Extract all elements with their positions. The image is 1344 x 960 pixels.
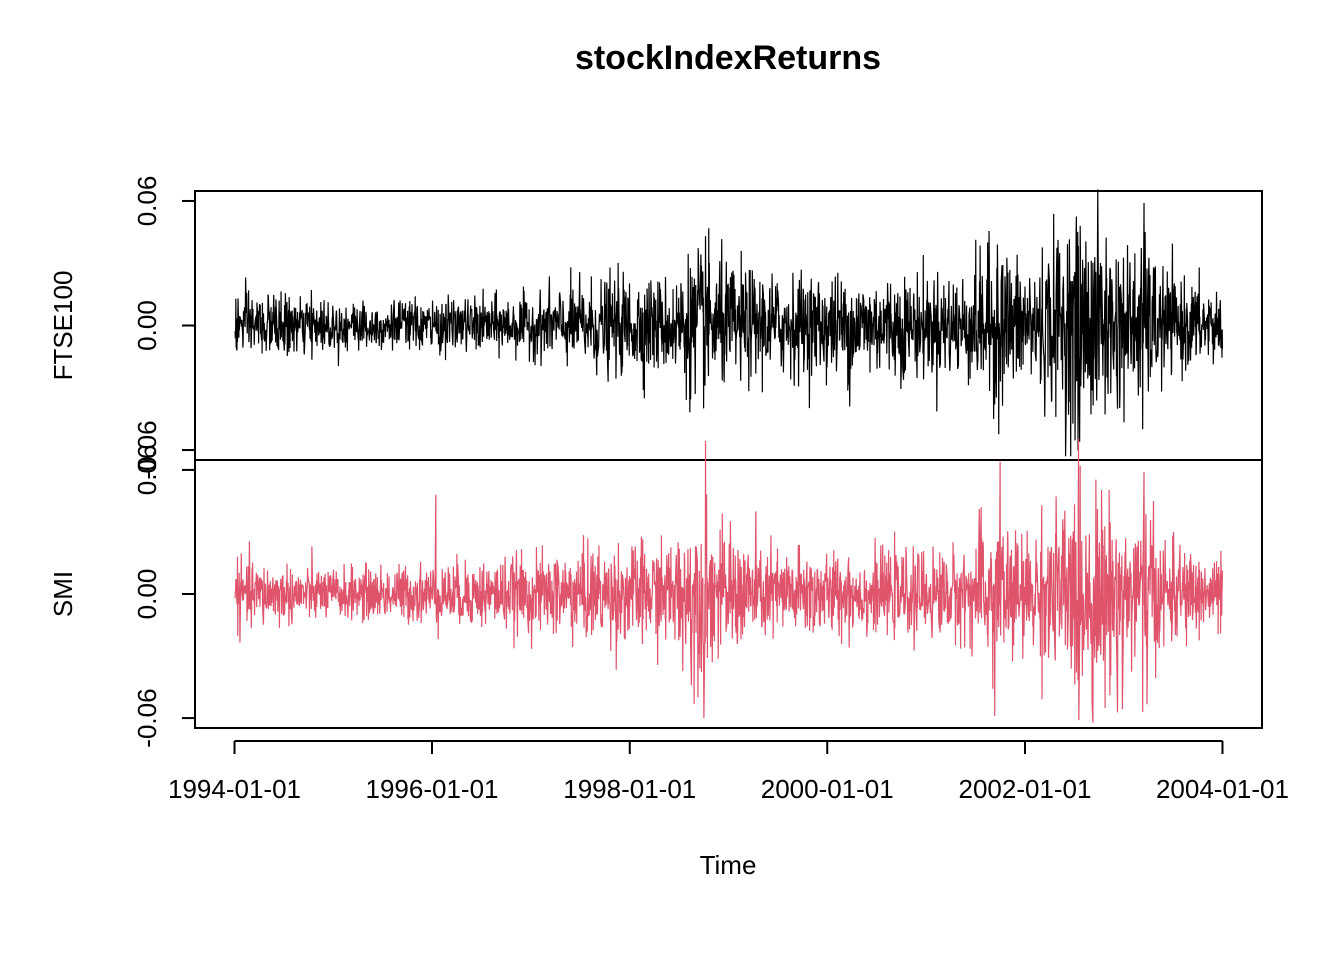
x-tick-label: 1998-01-01 <box>563 774 696 804</box>
y-tick-label-ftse100: 0.00 <box>132 300 162 351</box>
x-axis-label: Time <box>700 850 757 880</box>
y-tick-label-smi: 0.06 <box>132 445 162 496</box>
x-tick-label: 1994-01-01 <box>168 774 301 804</box>
panel-label-smi: SMI <box>48 571 78 617</box>
y-tick-label-smi: 0.00 <box>132 569 162 620</box>
x-tick-label: 1996-01-01 <box>366 774 499 804</box>
y-tick-label-ftse100: 0.06 <box>132 176 162 227</box>
x-tick-label: 2004-01-01 <box>1156 774 1289 804</box>
y-tick-label-smi: -0.06 <box>132 688 162 747</box>
series-line-smi <box>234 438 1224 723</box>
panel-label-ftse100: FTSE100 <box>48 271 78 381</box>
y-tick-label-ftse100: -0.06 <box>132 420 162 479</box>
x-tick-label: 2000-01-01 <box>761 774 894 804</box>
x-tick-label: 2002-01-01 <box>958 774 1091 804</box>
chart-title: stockIndexReturns <box>575 39 881 77</box>
series-line-ftse100 <box>234 189 1224 457</box>
